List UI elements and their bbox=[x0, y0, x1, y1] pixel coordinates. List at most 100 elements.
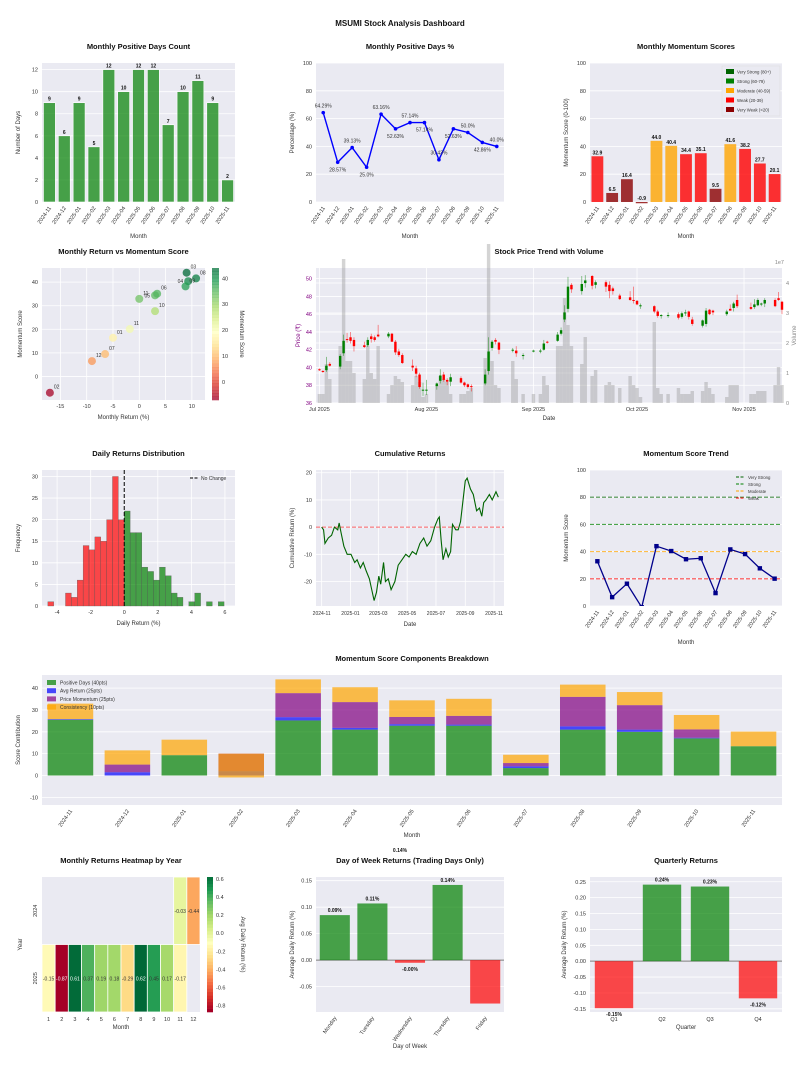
y-tick-label: -20 bbox=[304, 580, 312, 586]
candle-body bbox=[677, 314, 680, 318]
candle-body bbox=[497, 342, 501, 350]
volume-bar bbox=[749, 394, 753, 403]
x-tick-label: 2025-11 bbox=[762, 206, 778, 226]
candle-body bbox=[735, 299, 739, 307]
volume-bar bbox=[352, 373, 356, 403]
candlestick bbox=[749, 302, 753, 310]
colorbar-segment bbox=[207, 978, 213, 982]
volume-bar bbox=[583, 337, 587, 403]
candle-body bbox=[342, 340, 345, 354]
candlestick bbox=[449, 373, 452, 387]
candlestick bbox=[390, 332, 394, 342]
x-tick-label: Thursday bbox=[433, 1016, 451, 1038]
legend-swatch bbox=[47, 688, 56, 694]
scatter-point bbox=[101, 350, 110, 359]
volume-bar bbox=[562, 298, 567, 403]
candle-body bbox=[390, 333, 394, 342]
stacked-bar-segment bbox=[161, 755, 208, 776]
candlestick bbox=[608, 281, 611, 299]
candlestick bbox=[539, 348, 542, 354]
candlestick bbox=[497, 341, 501, 355]
data-point bbox=[364, 165, 369, 170]
chart-title: Momentum Score Components Breakdown bbox=[335, 654, 489, 663]
bar bbox=[594, 961, 634, 1009]
stacked-bar-segment bbox=[161, 739, 208, 756]
point-label: 28.57% bbox=[329, 167, 347, 173]
bar bbox=[690, 886, 730, 962]
volume-bar bbox=[514, 379, 518, 403]
chart-title: Momentum Score Trend bbox=[643, 449, 729, 458]
colorbar-tick-label: 30 bbox=[222, 302, 228, 308]
colorbar-tick-label: 0.2 bbox=[216, 913, 224, 919]
candlestick bbox=[632, 286, 635, 304]
y-axis-label: Momentum Score (0-100) bbox=[564, 98, 570, 166]
candle-body bbox=[680, 313, 684, 317]
volume-bar bbox=[545, 385, 549, 403]
stacked-bar-segment bbox=[389, 700, 435, 717]
legend-label: Weak (20-39) bbox=[737, 98, 764, 103]
colorbar-segment bbox=[207, 937, 213, 942]
candle-body bbox=[584, 280, 587, 284]
chart-title: Daily Returns Distribution bbox=[92, 449, 185, 458]
stacked-bar-segment bbox=[332, 727, 378, 730]
colorbar-segment bbox=[207, 941, 213, 945]
x-tick-label: 2025-09 bbox=[627, 809, 643, 829]
candlestick bbox=[546, 340, 549, 344]
y-axis-label: Momentum Score bbox=[18, 310, 24, 358]
point-label: 11 bbox=[143, 291, 148, 297]
candle-body bbox=[632, 299, 635, 301]
bar-value-label: 40.4 bbox=[666, 140, 676, 146]
point-label: 50.0% bbox=[461, 124, 476, 130]
x-tick-label: 11 bbox=[177, 1017, 183, 1023]
y-tick-label: 20 bbox=[580, 577, 586, 583]
candle-body bbox=[363, 345, 366, 348]
point-label: 57.14% bbox=[416, 128, 434, 134]
colorbar-segment bbox=[207, 958, 213, 962]
candle-body bbox=[570, 284, 573, 290]
bar-value-label: 12 bbox=[106, 64, 112, 70]
x-tick-label: Sep 2025 bbox=[522, 407, 546, 413]
volume-bar bbox=[566, 325, 570, 403]
y-tick-label: 20 bbox=[32, 327, 38, 333]
volume-tick-label: 3 bbox=[786, 311, 789, 317]
volume-bar bbox=[441, 379, 446, 403]
volume-offset-label: 1e7 bbox=[775, 260, 784, 266]
point-label: 52.63% bbox=[387, 134, 405, 140]
legend-label: Strong (60-79) bbox=[737, 79, 765, 84]
candlestick bbox=[494, 338, 497, 345]
histogram-bar bbox=[218, 601, 225, 607]
volume-bar bbox=[376, 346, 380, 403]
colorbar-segment bbox=[212, 347, 219, 351]
x-tick-label: 2025-10 bbox=[747, 206, 763, 226]
candlestick bbox=[687, 310, 691, 320]
y-tick-label: -0.10 bbox=[573, 991, 586, 997]
volume-bar bbox=[676, 388, 681, 403]
point-label: 03 bbox=[191, 265, 197, 271]
colorbar-segment bbox=[212, 330, 219, 335]
volume-bar bbox=[417, 382, 422, 403]
volume-tick-label: 0 bbox=[786, 401, 789, 407]
x-tick-label: 2025-05 bbox=[399, 809, 415, 829]
colorbar-segment bbox=[212, 343, 219, 348]
y-tick-label: 20 bbox=[306, 471, 312, 477]
legend-swatch bbox=[726, 78, 734, 84]
point-label: 63.16% bbox=[373, 105, 391, 111]
legend-label: Consistency (10pts) bbox=[60, 705, 105, 711]
colorbar-segment bbox=[212, 274, 219, 279]
bar-value-label: 7 bbox=[167, 119, 170, 125]
colorbar-segment bbox=[212, 287, 219, 292]
bar-value-label: 35.1 bbox=[696, 147, 706, 153]
candle-body bbox=[425, 389, 428, 391]
candlestick bbox=[639, 303, 642, 309]
volume-bar bbox=[656, 388, 660, 403]
colorbar-tick-label: 20 bbox=[222, 328, 228, 334]
x-tick-label: 8 bbox=[139, 1017, 142, 1023]
data-point bbox=[335, 160, 340, 165]
data-point bbox=[728, 547, 733, 552]
volume-bar bbox=[735, 385, 739, 403]
candlestick bbox=[559, 327, 563, 336]
data-point bbox=[466, 130, 470, 135]
stacked-bar-segment bbox=[218, 753, 264, 778]
candle-body bbox=[542, 343, 546, 350]
x-tick-label: 2025-11 bbox=[484, 206, 500, 226]
